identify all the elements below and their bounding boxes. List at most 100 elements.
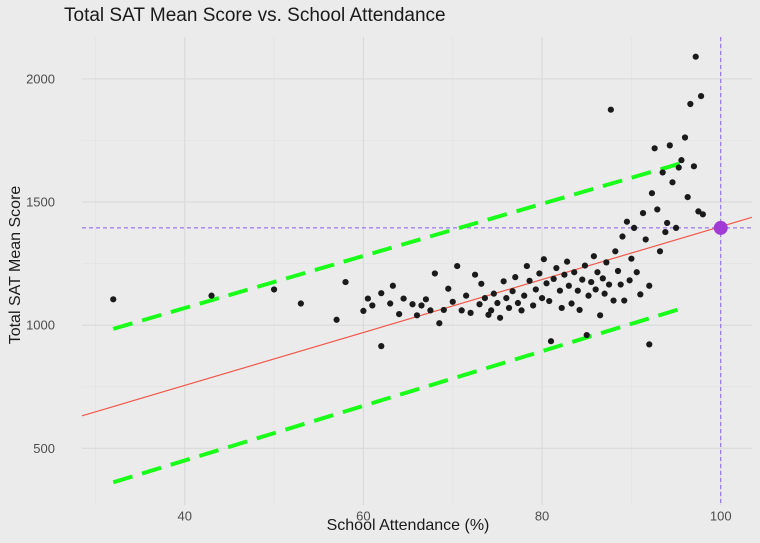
data-point [574, 287, 581, 294]
data-point [607, 106, 614, 113]
data-point [628, 255, 635, 262]
data-point [633, 269, 640, 276]
data-point [360, 307, 367, 315]
data-point [536, 270, 543, 277]
data-point [342, 278, 349, 286]
data-point [656, 248, 664, 255]
data-point [297, 300, 304, 307]
data-points [110, 53, 706, 350]
data-point [488, 307, 495, 314]
data-point [642, 236, 649, 243]
y-tick-label: 1500 [26, 195, 55, 210]
data-point [681, 134, 689, 141]
data-point [526, 277, 533, 284]
data-point [369, 302, 376, 309]
data-point [612, 248, 619, 255]
data-point [664, 219, 671, 227]
y-tick-label: 500 [33, 441, 55, 456]
data-point [678, 157, 685, 164]
data-point [458, 307, 465, 314]
data-point [364, 295, 371, 302]
data-point [387, 300, 394, 307]
data-point [418, 302, 425, 309]
data-point [476, 301, 483, 308]
prediction-band [112, 160, 686, 485]
data-point [467, 309, 474, 316]
y-tick-label: 1000 [26, 318, 55, 333]
data-point [646, 282, 653, 289]
data-point [514, 299, 522, 307]
data-point [695, 208, 702, 215]
data-point [659, 169, 666, 176]
data-point [445, 285, 452, 292]
data-point [610, 297, 617, 304]
y-axis-title: Total SAT Mean Score [7, 186, 24, 345]
data-point [646, 341, 653, 348]
data-point [648, 190, 656, 197]
grid-minor [82, 37, 752, 505]
data-point [440, 306, 447, 314]
data-point [637, 291, 644, 298]
data-point [590, 253, 597, 260]
data-point [518, 307, 525, 314]
data-point [270, 286, 278, 293]
data-point [490, 290, 497, 297]
data-point [547, 338, 555, 345]
data-point [471, 271, 479, 278]
data-point [454, 262, 461, 270]
x-axis-title: School Attendance (%) [327, 517, 490, 534]
prediction-band-lower [112, 305, 686, 485]
data-point [639, 210, 647, 217]
x-tick-label: 80 [535, 509, 549, 524]
data-point [690, 163, 698, 170]
data-point [581, 262, 589, 269]
reference-lines [82, 37, 752, 505]
chart-title: Total SAT Mean Score vs. School Attendan… [64, 5, 446, 26]
y-tick-label: 2000 [26, 71, 55, 86]
data-point [666, 142, 673, 149]
data-point [378, 343, 385, 350]
data-point [675, 164, 682, 171]
data-point [550, 275, 557, 282]
data-point [110, 296, 117, 303]
data-point [599, 275, 606, 282]
data-point [543, 280, 550, 287]
data-point [583, 331, 590, 339]
highlight-group [713, 220, 728, 235]
data-point [576, 306, 583, 314]
data-point [538, 294, 546, 302]
data-point [436, 320, 443, 327]
data-point [503, 294, 510, 302]
data-point [617, 281, 624, 288]
data-point [556, 287, 564, 294]
data-point [623, 218, 631, 225]
data-point [558, 304, 565, 312]
data-point [509, 288, 516, 295]
data-point [603, 259, 610, 266]
data-point [500, 278, 507, 285]
data-point [208, 292, 215, 299]
grid-major [82, 37, 752, 505]
data-point [449, 298, 456, 305]
data-point [579, 276, 586, 283]
data-point [478, 280, 485, 287]
data-point [565, 282, 572, 289]
data-point [530, 302, 537, 309]
data-point [333, 316, 340, 323]
data-point [431, 270, 438, 277]
data-point [521, 292, 528, 299]
data-point [630, 224, 638, 231]
data-point [588, 278, 595, 286]
data-point [427, 307, 434, 314]
data-point [621, 297, 628, 304]
data-point [553, 264, 560, 272]
data-point [422, 296, 430, 303]
data-point [669, 179, 676, 186]
data-point [512, 274, 519, 281]
x-tick-label: 40 [177, 509, 191, 524]
data-point [481, 294, 488, 302]
data-point [413, 312, 421, 319]
data-point [505, 304, 513, 312]
data-point [494, 299, 501, 307]
